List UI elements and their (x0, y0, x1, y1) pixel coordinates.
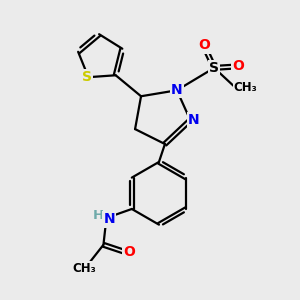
Text: S: S (82, 70, 92, 84)
Text: N: N (188, 113, 200, 127)
Text: N: N (103, 212, 115, 226)
Text: O: O (232, 59, 244, 74)
Text: CH₃: CH₃ (72, 262, 96, 275)
Text: O: O (198, 38, 210, 52)
Text: H: H (92, 209, 104, 222)
Text: CH₃: CH₃ (234, 81, 257, 94)
Text: N: N (171, 83, 183, 97)
Text: S: S (209, 61, 219, 75)
Text: O: O (123, 245, 135, 259)
